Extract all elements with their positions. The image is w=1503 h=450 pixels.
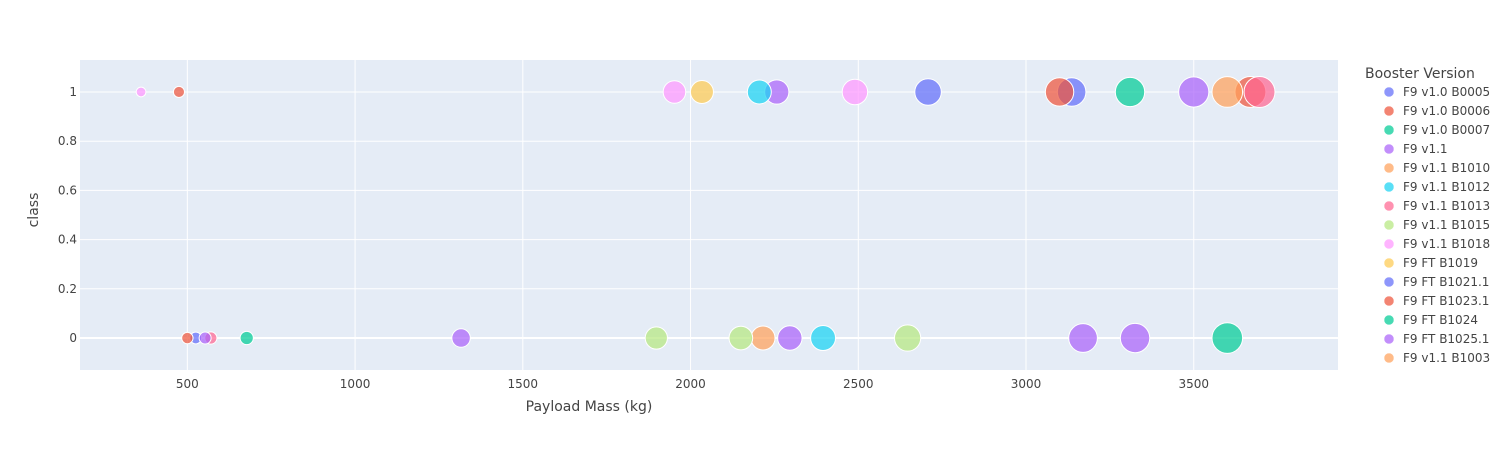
data-point — [172, 85, 186, 99]
legend-marker — [1383, 86, 1395, 98]
x-tick-label: 500 — [176, 377, 199, 391]
legend-item[interactable]: F9 FT B1019 — [1383, 256, 1478, 270]
legend-item[interactable]: F9 v1.0 B0005 — [1383, 85, 1490, 99]
legend-label: F9 v1.1 B1010 — [1403, 161, 1490, 175]
legend-marker — [1383, 295, 1395, 307]
legend-item[interactable]: F9 FT B1023.1 — [1383, 294, 1489, 308]
legend-label: F9 v1.0 B0006 — [1403, 104, 1490, 118]
data-point — [1211, 322, 1244, 354]
data-point — [1068, 323, 1098, 353]
legend-marker — [1383, 143, 1395, 155]
legend-item[interactable]: F9 v1.1 B1010 — [1383, 161, 1490, 175]
data-point — [181, 331, 194, 345]
data-point — [810, 325, 837, 351]
x-tick-label: 2500 — [843, 377, 874, 391]
legend-marker — [1383, 238, 1395, 250]
legend-item[interactable]: F9 v1.1 — [1383, 142, 1448, 156]
legend: Booster Version F9 v1.0 B0005 F9 v1.0 B00… — [1365, 66, 1490, 365]
legend-marker — [1383, 276, 1395, 288]
data-point — [914, 78, 942, 106]
data-point — [1044, 77, 1075, 107]
data-point — [777, 325, 803, 351]
legend-marker — [1383, 314, 1395, 326]
legend-marker — [1383, 200, 1395, 212]
legend-label: F9 v1.1 — [1403, 142, 1448, 156]
y-tick-label: 0.2 — [58, 282, 77, 296]
data-point — [893, 324, 922, 352]
legend-marker — [1383, 219, 1395, 231]
legend-label: F9 FT B1025.1 — [1403, 332, 1489, 346]
data-point — [689, 79, 714, 104]
legend-item[interactable]: F9 v1.1 B1012 — [1383, 180, 1490, 194]
data-point — [198, 331, 212, 345]
y-tick-label: 0.6 — [58, 183, 77, 197]
data-point — [1114, 76, 1146, 108]
legend-title: Booster Version — [1365, 66, 1475, 82]
legend-label: F9 v1.0 B0005 — [1403, 85, 1490, 99]
data-point — [239, 330, 254, 346]
data-point — [750, 325, 776, 351]
data-point — [451, 328, 471, 348]
legend-label: F9 FT B1019 — [1403, 256, 1478, 270]
legend-label: F9 v1.1 B1012 — [1403, 180, 1490, 194]
legend-item[interactable]: F9 v1.1 B1018 — [1383, 237, 1490, 251]
legend-marker — [1383, 333, 1395, 345]
legend-item[interactable]: F9 v1.0 B0006 — [1383, 104, 1490, 118]
y-axis-title: class — [26, 193, 42, 228]
data-point — [1243, 75, 1276, 108]
legend-marker — [1383, 124, 1395, 136]
data-point — [1178, 76, 1210, 108]
y-tick-label: 0.4 — [58, 233, 77, 247]
legend-marker — [1383, 105, 1395, 117]
data-point — [841, 78, 869, 106]
legend-label: F9 v1.1 B1003 — [1403, 351, 1490, 365]
x-tick-label: 2000 — [675, 377, 706, 391]
x-tick-label: 1000 — [340, 377, 371, 391]
legend-marker — [1383, 257, 1395, 269]
x-axis-title: Payload Mass (kg) — [526, 399, 653, 415]
legend-marker — [1383, 352, 1395, 364]
legend-item[interactable]: F9 FT B1024 — [1383, 313, 1478, 327]
legend-label: F9 FT B1024 — [1403, 313, 1478, 327]
x-tick-label: 3000 — [1011, 377, 1042, 391]
legend-item[interactable]: F9 v1.1 B1013 — [1383, 199, 1490, 213]
legend-item[interactable]: F9 FT B1021.1 — [1383, 275, 1489, 289]
x-tick-label: 1500 — [508, 377, 539, 391]
y-tick-label: 1 — [69, 85, 77, 99]
legend-item[interactable]: F9 v1.1 B1003 — [1383, 351, 1490, 365]
legend-label: F9 v1.1 B1015 — [1403, 218, 1490, 232]
data-point — [644, 326, 668, 350]
legend-marker — [1383, 162, 1395, 174]
legend-label: F9 v1.1 B1018 — [1403, 237, 1490, 251]
data-point — [1119, 322, 1151, 354]
data-point — [1211, 76, 1244, 108]
data-point — [662, 80, 687, 104]
data-point — [135, 86, 147, 98]
legend-item[interactable]: F9 v1.0 B0007 — [1383, 123, 1490, 137]
x-tick-label: 3500 — [1178, 377, 1209, 391]
y-tick-label: 0 — [69, 331, 77, 345]
legend-label: F9 FT B1021.1 — [1403, 275, 1489, 289]
plot-background — [80, 60, 1338, 370]
y-tick-label: 0.8 — [58, 134, 77, 148]
legend-label: F9 FT B1023.1 — [1403, 294, 1489, 308]
legend-marker — [1383, 181, 1395, 193]
legend-label: F9 v1.1 B1013 — [1403, 199, 1490, 213]
legend-item[interactable]: F9 FT B1025.1 — [1383, 332, 1489, 346]
data-point — [728, 325, 754, 351]
legend-item[interactable]: F9 v1.1 B1015 — [1383, 218, 1490, 232]
tick-labels: 500 1000 1500 2000 2500 3000 3500 0 0.2 0.4 0.6 0.8… — [58, 85, 1209, 391]
data-point — [746, 79, 772, 105]
legend-label: F9 v1.0 B0007 — [1403, 123, 1490, 137]
data-points — [135, 75, 1276, 354]
